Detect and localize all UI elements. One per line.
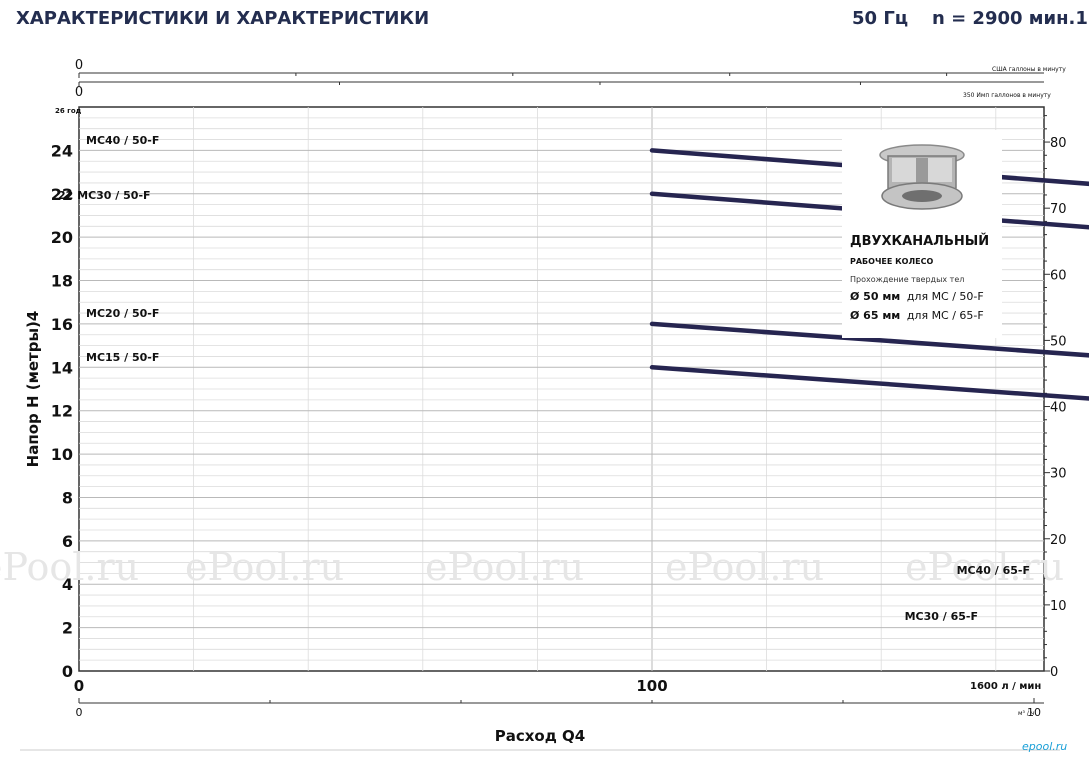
y-tick-label: 18 (51, 272, 73, 291)
ft-tick-label: 50 (1050, 334, 1067, 349)
watermark-text: ePool.ru (0, 545, 139, 589)
impeller-icon (879, 144, 965, 210)
y-axis-title: Напор H (метры)4 (24, 311, 42, 468)
inset-line-50-bold: Ø 50 мм (850, 290, 900, 303)
ft-tick-label: 60 (1050, 268, 1067, 283)
us-gpm-tick-label: 0 (75, 58, 83, 73)
m3h-tick-label: 10 (1027, 706, 1041, 719)
ft-tick-label: 80 (1050, 136, 1067, 151)
y-tick-label: 20 (51, 228, 73, 247)
y-tick-label: 22 (51, 185, 73, 204)
imp-gpm-unit-label: 350 Имп галлонов в минуту (963, 92, 1051, 99)
y-tick-label: 16 (51, 315, 73, 334)
watermark-layer: ePool.ru ePool.ru ePool.ru ePool.ru ePool.ru (0, 545, 1064, 589)
speed-label: n = 2900 мин.1 (932, 8, 1088, 29)
y-tick-label: 4 (62, 575, 73, 594)
y-tick-label: 12 (51, 402, 73, 421)
inset-line-65-bold: Ø 65 мм (850, 309, 900, 322)
inset-line-50-rest: для MC / 50-F (907, 290, 984, 303)
ft-tick-label: 0 (1050, 665, 1058, 680)
series-labels: MC40 / 50-F 22 MC30 / 50-F MC20 / 50-F MC15… (58, 134, 1030, 623)
y-tick-label: 10 (51, 445, 73, 464)
y-tick-label: 24 (51, 141, 73, 160)
series-label-2: MC20 / 50-F (86, 307, 159, 320)
inset-caption: Прохождение твердых тел (850, 275, 964, 284)
watermark-text: ePool.ru (665, 545, 824, 589)
inset-subtitle: РАБОЧЕЕ КОЛЕСО (850, 257, 933, 266)
ft-tick-label: 40 (1050, 401, 1067, 416)
series-label-4: MC40 / 65-F (957, 564, 1030, 577)
y-tick-label: 6 (62, 532, 73, 551)
chart-title: ХАРАКТЕРИСТИКИ И ХАРАКТЕРИСТИКИ (16, 8, 430, 29)
inset-line-65-rest: для MC / 65-F (907, 309, 984, 322)
ft-tick-label: 10 (1050, 599, 1067, 614)
frequency-label: 50 Гц (852, 8, 909, 29)
x-axis-title: Расход Q4 (495, 727, 586, 745)
watermark-text: ePool.ru (905, 545, 1064, 589)
us-gpm-unit-label: США галлоны в минуту (992, 66, 1066, 73)
x-tick-label: 0 (74, 677, 84, 695)
inset-title: ДВУХКАНАЛЬНЫЙ (850, 233, 989, 249)
watermark-text: ePool.ru (185, 545, 344, 589)
inset-line-50: Ø 50 мм для MC / 50-F (850, 290, 984, 303)
watermark-text: ePool.ru (425, 545, 584, 589)
x-unit-label: 1600 л / мин (970, 681, 1041, 692)
ft-tick-label: 70 (1050, 202, 1067, 217)
y-tick-label: 8 (62, 488, 73, 507)
m3h-tick-label: 0 (76, 706, 83, 719)
y-tick-label: 0 (62, 662, 73, 681)
y-tick-label: 2 (62, 619, 73, 638)
y-top-label: 26 год (55, 107, 82, 115)
x-tick-label: 100 (636, 677, 667, 695)
ft-tick-label: 30 (1050, 467, 1067, 482)
series-label-0: MC40 / 50-F (86, 134, 159, 147)
ft-tick-label: 20 (1050, 533, 1067, 548)
m3h-unit-label: м³ / ч (1018, 710, 1034, 717)
impeller-inset: ДВУХКАНАЛЬНЫЙ РАБОЧЕЕ КОЛЕСО Прохождение… (842, 130, 1002, 338)
inset-line-65: Ø 65 мм для MC / 65-F (850, 309, 984, 322)
imp-gpm-tick-label: 0 (75, 85, 83, 100)
series-label-5: MC30 / 65-F (905, 610, 978, 623)
corner-logo: epool.ru (1022, 740, 1067, 753)
y-tick-label: 14 (51, 358, 73, 377)
series-label-1: 22 MC30 / 50-F (58, 189, 151, 202)
series-label-3: MC15 / 50-F (86, 351, 159, 364)
